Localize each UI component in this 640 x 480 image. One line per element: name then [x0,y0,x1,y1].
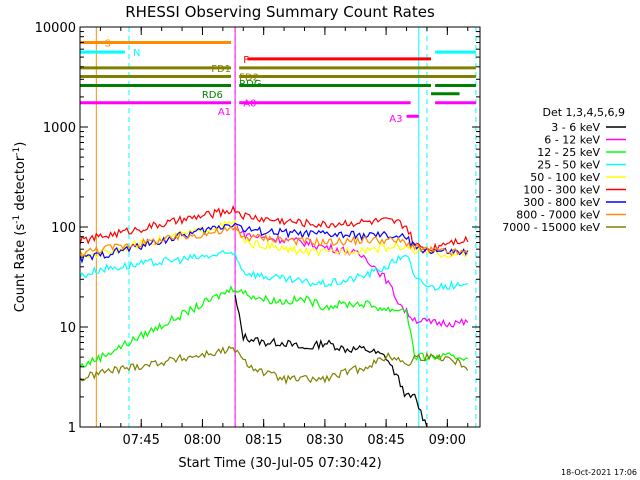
legend-label-6: 300 - 800 keV [523,196,600,209]
y-axis-label-end: ) [13,142,28,147]
series-line-6 [79,222,469,264]
x-tick-label-4: 08:45 [367,433,404,448]
legend-title: Det 1,3,4,5,6,9 [542,106,625,119]
legend-label-8: 7000 - 15000 keV [502,221,600,234]
flag-label-rd6: RD6 [202,90,223,101]
x-tick-label-1: 08:00 [184,433,221,448]
legend-label-3: 25 - 50 keV [537,159,600,172]
series-line-4 [79,219,469,260]
y-tick-label-4: 10000 [35,21,76,36]
flag-label-n: N [133,48,140,59]
series-line-7 [79,225,469,257]
flag-label-a0: A0 [243,99,256,110]
timestamp: 18-Oct-2021 17:06 [561,468,637,477]
x-tick-label-5: 09:00 [429,433,466,448]
flag-label-f: F [243,55,249,66]
flag-label-rdg: RDG [239,79,261,90]
x-axis-label: Start Time (30-Jul-05 07:30:42) [178,456,381,471]
y-tick-label-2: 100 [51,221,76,236]
y-axis-label-mid: detector [13,155,28,215]
y-tick-label-0: 1 [68,421,76,436]
y-axis-label-sup2: -1 [12,147,22,156]
axes: 1 10 100 1000 10000 07:45 08:00 08:15 08:30 08:45… [35,21,480,448]
y-axis-label-sup1: -1 [12,215,22,224]
flag-label-fd2: FD2 [239,72,259,83]
y-axis-label-main: Count Rate (s [13,224,28,313]
x-tick-label-3: 08:30 [306,433,343,448]
series-line-1 [234,223,469,328]
legend-label-5: 100 - 300 keV [523,184,600,197]
series-line-2 [79,285,468,368]
legend-label-1: 6 - 12 keV [544,134,600,147]
legend-label-2: 12 - 25 keV [537,146,600,159]
y-tick-label-3: 1000 [43,121,76,136]
series-line-3 [79,249,469,291]
flag-label-a3: A3 [389,114,402,125]
flag-label-a1: A1 [218,107,231,118]
series-line-0 [234,294,428,428]
y-tick-label-1: 10 [59,321,76,336]
x-tick-label-2: 08:15 [245,433,282,448]
x-tick-label-0: 07:45 [122,433,159,448]
y-axis-label: Count Rate (s-1 detector-1) [12,142,28,313]
series-line-5 [79,204,469,253]
legend-label-4: 50 - 100 keV [530,171,600,184]
chart-title: RHESSI Observing Summary Count Rates [125,3,435,21]
flag-label-fd1: FD1 [211,64,231,75]
legend-label-7: 800 - 7000 keV [516,209,600,222]
series-line-8 [79,345,469,386]
flag-label-s: S [104,38,110,49]
legend-label-0: 3 - 6 keV [551,121,600,134]
